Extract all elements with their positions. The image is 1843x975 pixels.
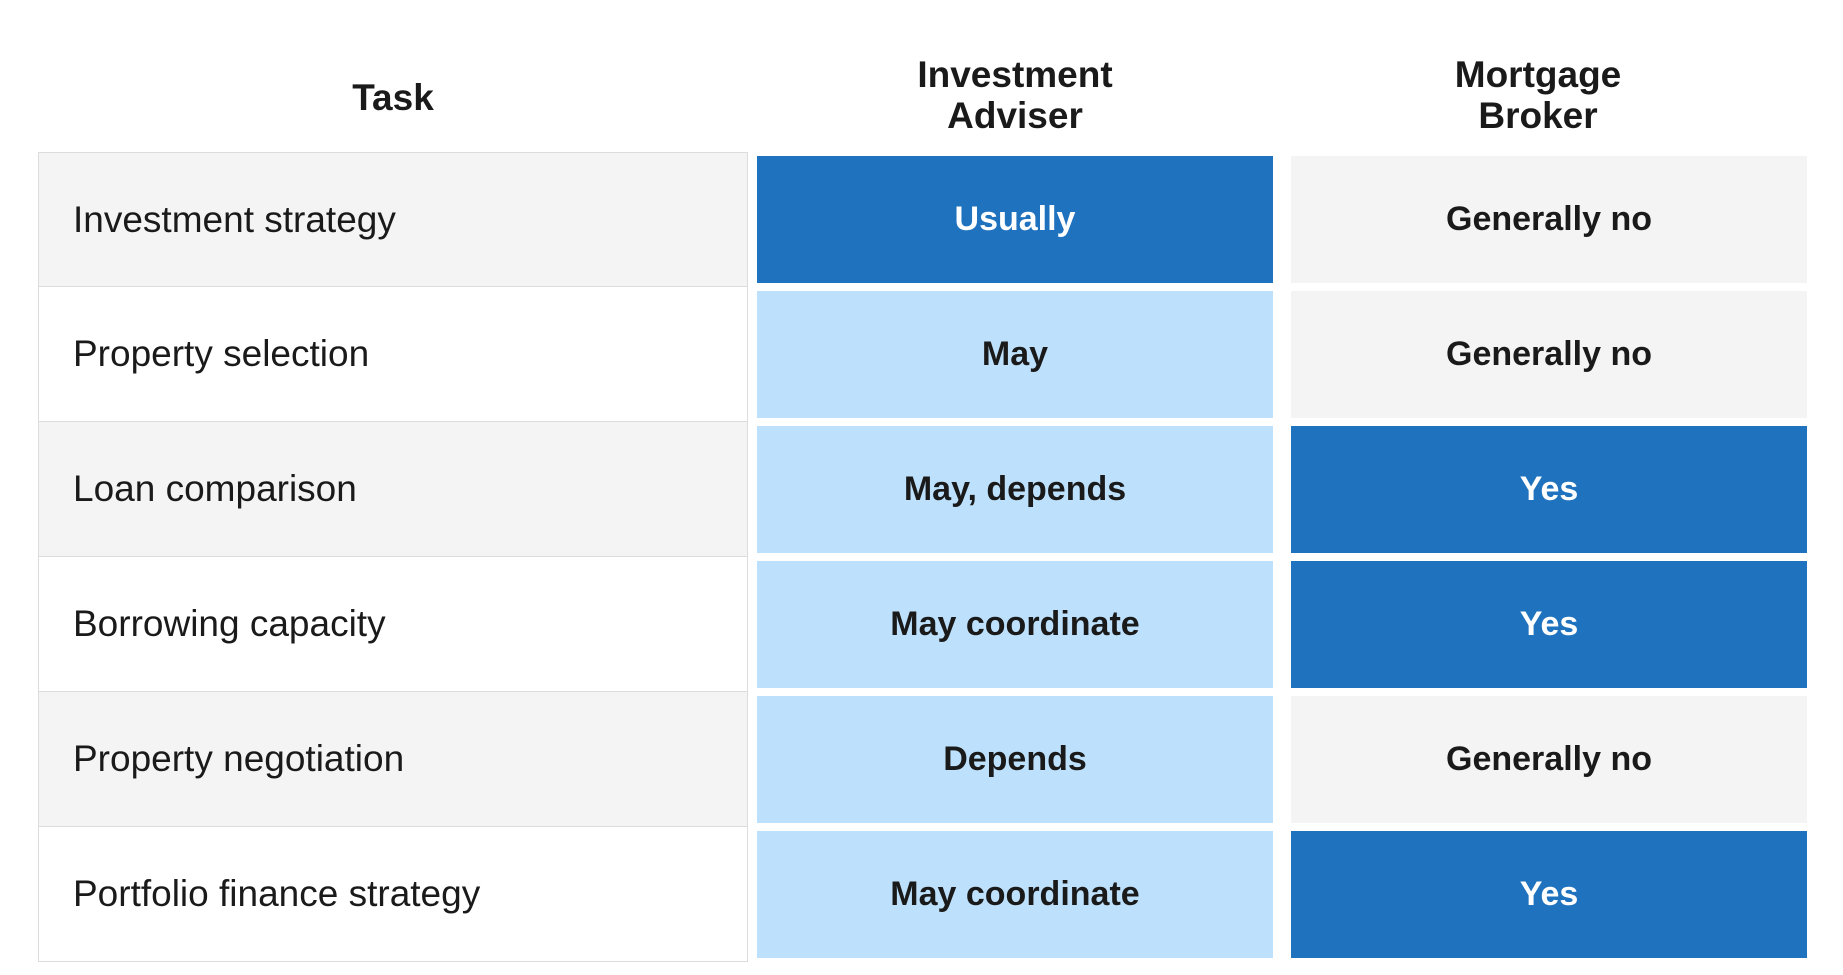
table-row: Property selection May Generally no [38, 287, 1807, 422]
column-header-investment-adviser-line2: Adviser [947, 95, 1083, 136]
mortgage-broker-cell: Yes [1291, 561, 1807, 688]
mortgage-broker-cell: Generally no [1291, 291, 1807, 418]
comparison-table: Task Investment Adviser Mortgage Broker … [38, 40, 1807, 962]
table-row: Investment strategy Usually Generally no [38, 152, 1807, 287]
mortgage-broker-cell: Yes [1291, 831, 1807, 958]
column-header-mortgage-broker-line1: Mortgage [1454, 54, 1622, 96]
table-row: Borrowing capacity May coordinate Yes [38, 557, 1807, 692]
column-header-investment-adviser: Investment Adviser [757, 55, 1273, 136]
mortgage-broker-cell: Generally no [1291, 696, 1807, 823]
task-cell: Portfolio finance strategy [38, 827, 748, 962]
investment-adviser-cell: May coordinate [757, 561, 1273, 688]
task-cell: Property selection [38, 287, 748, 422]
column-header-investment-adviser-line1: Investment [917, 54, 1113, 96]
table-body: Investment strategy Usually Generally no… [38, 152, 1807, 962]
investment-adviser-cell: May [757, 291, 1273, 418]
table-header: Task Investment Adviser Mortgage Broker [38, 40, 1806, 152]
investment-adviser-cell: Depends [757, 696, 1273, 823]
column-header-mortgage-broker: Mortgage Broker [1280, 55, 1796, 136]
mortgage-broker-cell: Generally no [1291, 156, 1807, 283]
column-header-mortgage-broker-line2: Broker [1478, 95, 1598, 136]
task-cell: Borrowing capacity [38, 557, 748, 692]
investment-adviser-cell: Usually [757, 156, 1273, 283]
investment-adviser-cell: May, depends [757, 426, 1273, 553]
investment-adviser-cell: May coordinate [757, 831, 1273, 958]
task-cell: Property negotiation [38, 692, 748, 827]
mortgage-broker-cell: Yes [1291, 426, 1807, 553]
task-cell: Investment strategy [38, 152, 748, 287]
task-cell: Loan comparison [38, 422, 748, 557]
table-row: Loan comparison May, depends Yes [38, 422, 1807, 557]
table-row: Property negotiation Depends Generally n… [38, 692, 1807, 827]
column-header-task: Task [352, 76, 434, 118]
table-row: Portfolio finance strategy May coordinat… [38, 827, 1807, 962]
